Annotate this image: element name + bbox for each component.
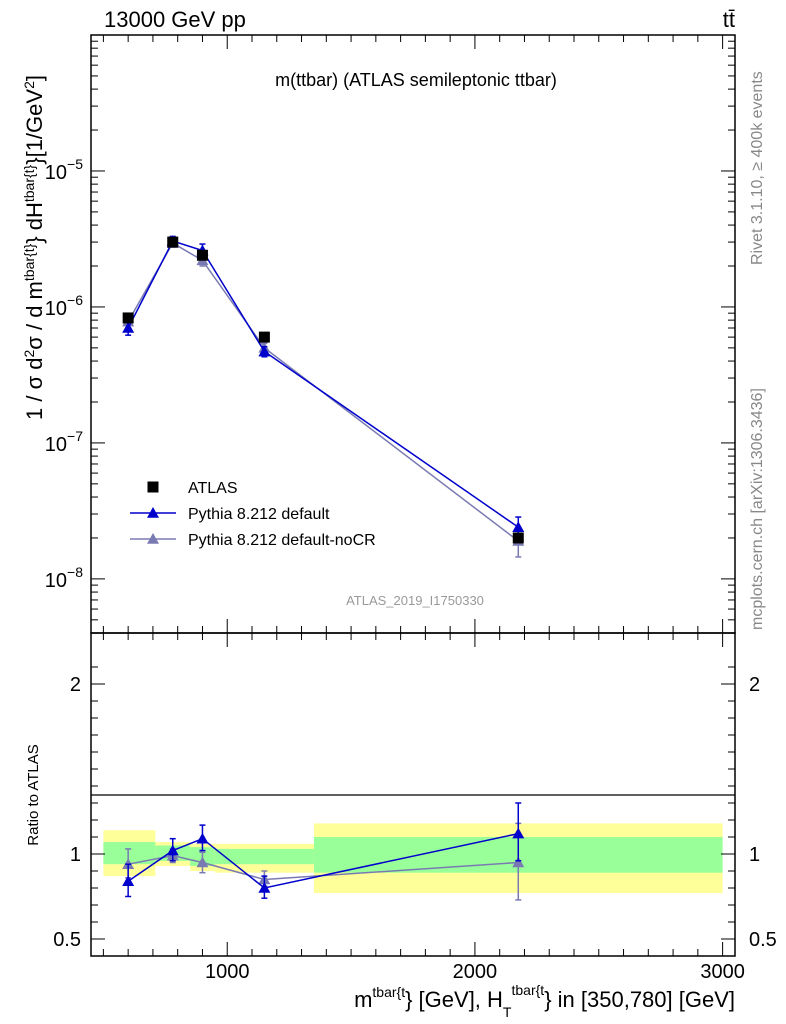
source-label: mcplots.cern.ch [arXiv:1306.3436] bbox=[749, 388, 766, 630]
point-atlas bbox=[258, 331, 270, 343]
x-tick-label: 3000 bbox=[700, 961, 745, 983]
legend-label-pythia-8-212-default: Pythia 8.212 default bbox=[188, 506, 330, 523]
ratio-ytick-label-right: 2 bbox=[749, 674, 760, 696]
ratio-ytick-label-right: 0.5 bbox=[749, 929, 777, 951]
rivet-label: Rivet 3.1.10, ≥ 400k events bbox=[749, 71, 766, 265]
x-axis-label: mtbar{t} [GeV], HTtbar{t} in [350,780] [… bbox=[354, 982, 735, 1020]
ratio-point-pythia-8-212-default bbox=[122, 875, 135, 886]
point-atlas bbox=[196, 249, 208, 261]
ratio-band-inner bbox=[103, 842, 156, 865]
ratio-point-pythia-8-212-default bbox=[196, 832, 209, 844]
main-panel: m(ttbar) (ATLAS semileptonic ttbar) ATLA… bbox=[45, 34, 736, 634]
point-pythia-8-212-default bbox=[122, 322, 135, 333]
main-ytick-label: 10−6 bbox=[45, 292, 83, 320]
point-pythia-8-212-default bbox=[258, 345, 271, 357]
point-atlas bbox=[512, 532, 524, 544]
x-tick-label: 1000 bbox=[205, 961, 250, 983]
ratio-panel: 0.5 0.5 1 1 2 2 bbox=[53, 632, 777, 957]
ratio-ytick-label-left: 0.5 bbox=[53, 929, 81, 951]
series-line-pythia-8-212-default bbox=[127, 240, 519, 528]
point-atlas bbox=[122, 312, 134, 324]
ratio-point-pythia-8-212-default-nocr bbox=[196, 856, 209, 868]
main-ylabel: 1 / σ d2σ / d mtbar{t}} dHtbar{t}}[1/GeV… bbox=[21, 75, 47, 420]
chart-title: m(ttbar) (ATLAS semileptonic ttbar) bbox=[275, 70, 557, 90]
point-atlas bbox=[167, 236, 179, 248]
ratio-point-pythia-8-212-default bbox=[512, 827, 525, 839]
main-ytick-label: 10−8 bbox=[45, 564, 83, 592]
ratio-point-pythia-8-212-default bbox=[258, 882, 271, 893]
legend-marker-pythia-8-212-default bbox=[147, 507, 159, 518]
ratio-point-pythia-8-212-default-nocr bbox=[512, 856, 525, 868]
main-ytick-label: 10−7 bbox=[45, 428, 83, 456]
ratio-ylabel: Ratio to ATLAS bbox=[25, 744, 42, 845]
legend-label-pythia-8-212-default-nocr: Pythia 8.212 default-noCR bbox=[188, 532, 376, 549]
legend-marker-atlas bbox=[147, 481, 159, 493]
ratio-band-inner bbox=[214, 848, 314, 865]
ratio-frame bbox=[90, 632, 736, 957]
ratio-ytick-label-right: 1 bbox=[749, 844, 760, 866]
point-pythia-8-212-default bbox=[512, 521, 525, 532]
ratio-point-pythia-8-212-default bbox=[166, 844, 179, 856]
legend: ATLAS Pythia 8.212 default Pythia 8.212 de… bbox=[130, 480, 376, 549]
analysis-label: ATLAS_2019_I1750330 bbox=[346, 593, 484, 608]
main-ytick-label: 10−5 bbox=[45, 156, 83, 184]
legend-label-atlas: ATLAS bbox=[188, 480, 238, 497]
x-tick-label: 2000 bbox=[453, 961, 498, 983]
energy-label: 13000 GeV pp bbox=[104, 7, 246, 32]
legend-marker-pythia-8-212-default-nocr bbox=[147, 533, 159, 544]
process-label: tt̄ bbox=[723, 7, 735, 32]
ratio-ytick-label-left: 2 bbox=[70, 674, 81, 696]
ratio-ytick-label-left: 1 bbox=[70, 844, 81, 866]
